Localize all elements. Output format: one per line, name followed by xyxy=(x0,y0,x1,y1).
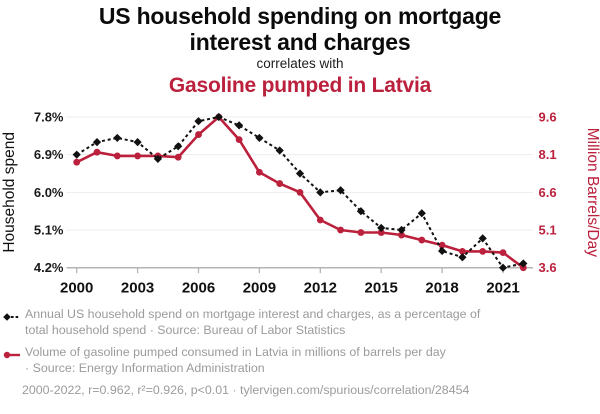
correlates-with-label: correlates with xyxy=(256,56,344,71)
svg-text:4.2%: 4.2% xyxy=(34,260,64,275)
stats-footer: 2000-2022, r=0.962, r²=0.926, p<0.01 · t… xyxy=(22,383,470,397)
legend-text-line: · Source: Energy Information Administrat… xyxy=(25,360,265,375)
gasoline-series-marker-icon xyxy=(3,351,20,359)
svg-text:2021: 2021 xyxy=(486,280,519,297)
x-axis: 2000 2003 2006 2009 2012 2015 2018 2021 xyxy=(60,267,520,297)
svg-text:2015: 2015 xyxy=(365,280,398,297)
svg-text:5.1%: 5.1% xyxy=(34,223,64,238)
svg-text:2003: 2003 xyxy=(121,280,154,297)
svg-text:8.1: 8.1 xyxy=(539,147,557,162)
svg-text:2018: 2018 xyxy=(425,280,458,297)
right-axis-labels: 9.6 8.1 6.6 5.1 3.6 xyxy=(539,110,557,276)
chart-subtitle: Gasoline pumped in Latvia xyxy=(168,74,432,97)
legend-text-gasoline: Volume of gasoline pumped consumed in La… xyxy=(25,345,446,376)
svg-text:2006: 2006 xyxy=(182,280,215,297)
svg-text:3.6: 3.6 xyxy=(539,260,557,275)
correlation-chart: 2000 2003 2006 2009 2012 2015 2018 2021 7.8% 6.9%… xyxy=(1,110,600,297)
svg-text:2000: 2000 xyxy=(60,280,93,297)
left-axis-title: Household spend xyxy=(1,132,18,253)
legend-text-mortgage: Annual US household spend on mortgage in… xyxy=(25,307,480,338)
mortgage-series-marker-icon xyxy=(3,313,20,321)
left-axis-labels: 7.8% 6.9% 6.0% 5.1% 4.2% xyxy=(34,110,64,276)
svg-text:2009: 2009 xyxy=(243,280,276,297)
legend-entry-mortgage: Annual US household spend on mortgage in… xyxy=(3,307,480,338)
svg-text:Household spend: Household spend xyxy=(1,132,18,253)
svg-text:5.1: 5.1 xyxy=(539,223,557,238)
legend-entry-gasoline: Volume of gasoline pumped consumed in La… xyxy=(3,345,446,376)
legend-text-line: total household spend · Source: Bureau o… xyxy=(25,322,346,337)
legend-text-line: Annual US household spend on mortgage in… xyxy=(25,307,481,321)
svg-text:9.6: 9.6 xyxy=(539,110,557,125)
svg-text:6.6: 6.6 xyxy=(539,185,557,200)
legend-text-line: Volume of gasoline pumped consumed in La… xyxy=(25,345,446,359)
svg-text:2012: 2012 xyxy=(304,280,337,297)
chart-title: US household spending on mortgage intere… xyxy=(98,3,502,55)
svg-text:Million Barrels/Day: Million Barrels/Day xyxy=(584,128,600,257)
svg-text:7.8%: 7.8% xyxy=(34,110,64,125)
series-gasoline xyxy=(73,113,527,272)
right-axis-title: Million Barrels/Day xyxy=(584,128,600,257)
svg-text:6.0%: 6.0% xyxy=(34,185,64,200)
svg-text:6.9%: 6.9% xyxy=(34,147,64,162)
